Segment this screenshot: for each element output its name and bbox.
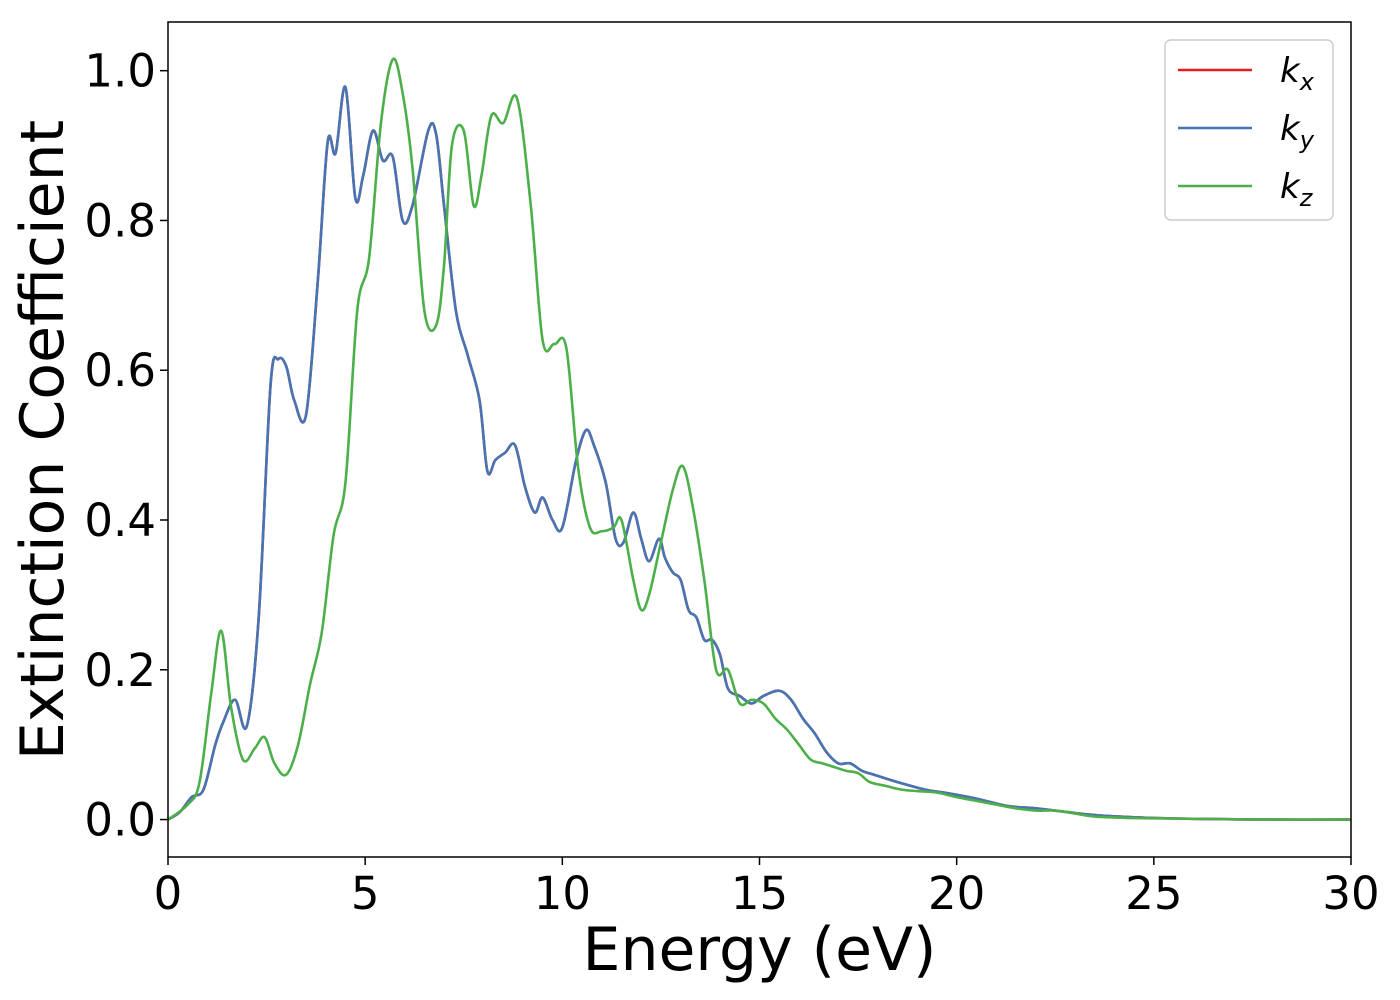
x-axis-label: Energy (eV) <box>583 915 937 985</box>
y-tick-label: 0.8 <box>84 194 156 247</box>
y-tick-label: 0.4 <box>84 494 156 547</box>
y-tick-label: 1.0 <box>84 45 156 98</box>
x-tick-label: 20 <box>928 867 985 920</box>
y-axis: 0.0 0.2 0.4 0.6 0.8 1.0 <box>84 45 168 847</box>
y-tick-label: 0.6 <box>84 344 156 397</box>
legend-box <box>1164 39 1334 221</box>
x-axis: 0 5 10 15 20 25 30 <box>154 857 1380 920</box>
series-line-kz <box>167 57 1352 821</box>
y-tick-label: 0.2 <box>84 644 156 697</box>
y-axis-label: Extinction Coefficient <box>8 120 78 760</box>
x-tick-label: 25 <box>1125 867 1182 920</box>
series-line-ky <box>167 85 1352 821</box>
x-tick-label: 0 <box>154 867 183 920</box>
y-tick-label: 0.0 <box>84 794 156 847</box>
x-tick-label: 10 <box>534 867 591 920</box>
x-tick-label: 15 <box>731 867 788 920</box>
x-tick-label: 30 <box>1322 867 1379 920</box>
x-tick-label: 5 <box>351 867 380 920</box>
plot-lines <box>167 57 1352 821</box>
